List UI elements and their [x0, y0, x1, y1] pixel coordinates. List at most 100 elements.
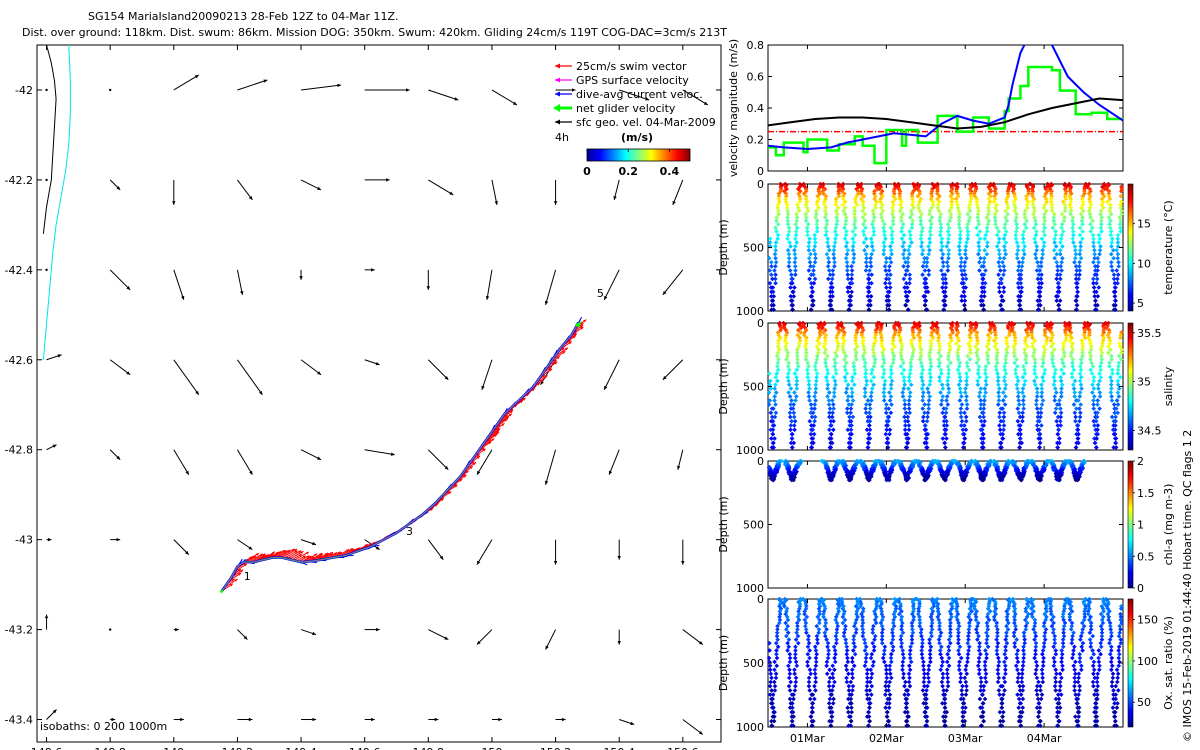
salinity-sample: [946, 367, 951, 373]
temperature-sample: [873, 202, 878, 208]
temperature-sample: [793, 272, 798, 277]
track-start-marker: [220, 589, 224, 593]
salinity-sample: [782, 338, 788, 343]
temperature-sample: [773, 255, 778, 261]
swim-vector-head: [448, 491, 452, 495]
sfc-vector-head: [390, 452, 395, 456]
salinity-sample: [842, 330, 847, 335]
salinity-sample: [1070, 364, 1075, 369]
temperature-sample: [851, 221, 857, 227]
temperature-sample: [1109, 240, 1115, 245]
chla-colorbar-tick-label: 0: [1137, 582, 1144, 595]
temperature-sample: [1050, 225, 1056, 231]
sfc-vector-head: [544, 480, 549, 485]
salinity-sample: [957, 360, 963, 366]
sfc-vector-head: [126, 371, 131, 375]
salinity-sample: [805, 371, 811, 376]
salinity-sample: [806, 382, 812, 388]
salinity-sample: [888, 382, 894, 388]
temperature-sample: [1092, 307, 1098, 313]
salinity-sample: [896, 330, 902, 335]
salinity-sample: [767, 378, 773, 384]
temperature-sample: [805, 229, 810, 234]
salinity-sample: [900, 394, 906, 399]
salinity-sample: [1002, 374, 1007, 380]
temperature-sample: [1051, 218, 1057, 224]
temperature-sample: [917, 215, 923, 220]
temperature-sample: [948, 215, 954, 220]
salinity-sample: [939, 382, 945, 388]
temperature-sample: [901, 232, 907, 238]
temperature-sample: [1093, 298, 1098, 304]
temperature-sample: [1026, 191, 1031, 196]
temperature-sample: [986, 205, 991, 211]
temperature-sample: [996, 236, 1002, 242]
salinity-sample: [865, 414, 871, 420]
temperature-sample: [1108, 232, 1114, 238]
temperature-sample: [786, 264, 792, 269]
salinity-sample: [862, 364, 868, 369]
temperature-sample: [860, 208, 865, 214]
salinity-sample: [960, 427, 966, 433]
temperature-sample: [1106, 215, 1112, 220]
temperature-sample: [836, 191, 842, 196]
temperature-sample: [942, 272, 948, 277]
temperature-sample: [999, 307, 1004, 313]
temperature-sample: [946, 225, 952, 231]
sfc-vector-head: [439, 555, 444, 560]
temperature-sample: [1078, 244, 1084, 249]
temperature-sample: [926, 251, 932, 257]
salinity-sample: [1017, 414, 1023, 420]
salinity-sample: [863, 390, 868, 395]
salinity-sample: [854, 344, 860, 349]
salinity-sample: [1058, 414, 1064, 420]
colorbar-unit-label: (m/s): [621, 131, 653, 144]
salinity-sample: [859, 330, 865, 335]
chla-colorbar-tick-label: 2: [1137, 455, 1144, 468]
temperature-sample: [771, 302, 776, 308]
temperature-sample: [901, 264, 906, 269]
sfc-vector-head: [371, 268, 375, 272]
temperature-sample: [1091, 280, 1096, 286]
temperature-sample: [1080, 208, 1086, 214]
sfc-vector-head: [617, 556, 621, 560]
temperature-sample: [796, 191, 801, 196]
salinity-sample: [1072, 394, 1078, 399]
temperature-sample: [1057, 251, 1063, 257]
salinity-sample: [911, 335, 917, 341]
temperature-sample: [994, 225, 1000, 231]
temperature-sample: [792, 259, 798, 265]
temperature-sample: [830, 272, 836, 277]
salinity-sample: [943, 445, 948, 450]
salinity-sample: [885, 423, 890, 428]
salinity-sample: [1052, 410, 1058, 416]
salinity-sample: [981, 406, 987, 411]
salinity-sample: [1038, 414, 1043, 420]
temperature-sample: [811, 264, 816, 269]
salinity-sample: [1047, 323, 1052, 329]
temperature-sample: [1108, 218, 1113, 224]
salinity-sample: [1021, 402, 1026, 407]
salinity-sample: [917, 323, 922, 329]
salinity-sample: [882, 378, 888, 384]
temperature-sample: [824, 218, 830, 224]
temperature-sample: [1073, 264, 1079, 269]
salinity-sample: [940, 410, 945, 416]
temperature-sample: [1059, 232, 1065, 238]
salinity-sample: [860, 353, 866, 359]
salinity-sample: [1061, 344, 1066, 349]
temperature-sample: [961, 280, 967, 286]
velocity-ytick-label: 0.2: [747, 134, 765, 147]
temperature-sample: [918, 232, 924, 238]
temperature-sample: [1049, 193, 1054, 199]
salinity-sample: [825, 353, 830, 359]
salinity-sample: [849, 386, 855, 391]
sfc-vector-head: [476, 560, 481, 565]
temperature-sample: [1021, 236, 1026, 242]
salinity-sample: [915, 332, 921, 338]
salinity-sample: [983, 367, 988, 373]
salinity-sample: [946, 350, 952, 356]
temperature-sample: [899, 229, 904, 234]
salinity-sample: [939, 398, 945, 403]
salinity-sample: [881, 367, 887, 373]
